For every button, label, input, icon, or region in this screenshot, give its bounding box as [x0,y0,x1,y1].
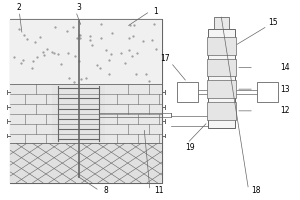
Bar [207,59,236,76]
Bar [207,102,236,120]
Text: 15: 15 [268,18,278,27]
Text: 17: 17 [160,54,170,63]
Bar [105,84,162,143]
Text: 18: 18 [251,186,260,195]
Text: 13: 13 [280,85,290,94]
Text: 3: 3 [76,3,81,12]
Bar [177,82,198,102]
Bar [10,19,162,183]
Bar [207,37,236,55]
Bar [52,84,105,143]
Text: 8: 8 [103,186,108,195]
Text: 1: 1 [154,7,158,16]
Text: 12: 12 [280,106,290,115]
Bar [10,19,162,84]
Text: 19: 19 [185,143,195,152]
Text: 11: 11 [154,186,164,195]
Bar [214,17,229,29]
Bar [10,84,52,143]
Text: 2: 2 [17,3,22,12]
Bar [257,82,278,102]
Bar [10,143,162,183]
Bar [208,29,235,128]
Text: 14: 14 [280,63,290,72]
Bar [207,80,236,98]
